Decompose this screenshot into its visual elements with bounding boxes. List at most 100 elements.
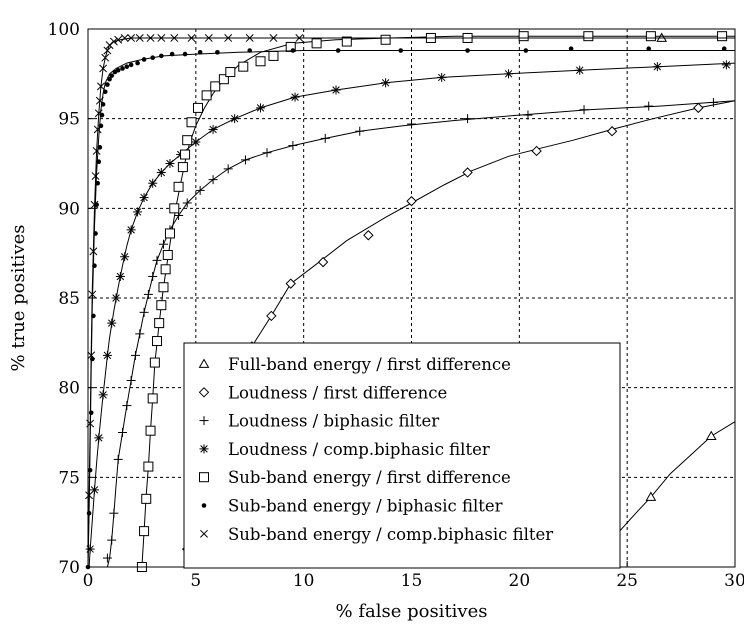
legend-marker-dot (201, 503, 207, 508)
data-point-diamond (693, 102, 704, 114)
data-point-square (518, 31, 529, 42)
data-point-dot (102, 89, 108, 95)
legend-label: Sub-band energy / first difference (228, 468, 511, 487)
data-point-x (295, 34, 304, 42)
data-point-plus (708, 98, 718, 108)
data-point-asterisk (721, 60, 731, 70)
series-group (85, 31, 736, 572)
data-point-dot (105, 82, 110, 87)
data-point-diamond (531, 145, 542, 157)
data-point-plus (107, 535, 117, 545)
data-point-x (89, 247, 98, 256)
data-point-x (94, 109, 103, 118)
x-tick-label: 5 (190, 571, 201, 591)
data-point-dot (247, 48, 253, 53)
data-point-dot (215, 50, 220, 55)
data-point-dot (568, 46, 574, 52)
data-point-square (583, 31, 594, 42)
data-point-plus (118, 428, 128, 437)
data-point-plus (122, 401, 132, 411)
data-point-square (158, 282, 169, 293)
data-point-plus (109, 508, 119, 518)
data-point-plus (355, 126, 365, 136)
data-point-square (173, 181, 184, 192)
legend-label: Full-band energy / first difference (228, 355, 511, 374)
legend-label: Sub-band energy / biphasic filter (228, 497, 503, 516)
data-point-square (154, 318, 165, 329)
x-tick-label: 30 (724, 571, 744, 591)
data-point-x (96, 82, 105, 91)
legend-label: Sub-band energy / comp.biphasic filter (228, 525, 553, 544)
data-point-x (245, 34, 254, 42)
data-point-asterisk (148, 178, 158, 188)
data-point-x (187, 34, 196, 42)
y-tick-label: 95 (58, 110, 80, 130)
data-point-asterisk (256, 103, 266, 113)
data-point-asterisk (208, 124, 218, 134)
data-point-plus (407, 119, 416, 129)
data-point-diamond (285, 278, 296, 289)
series-line-asterisk (88, 62, 736, 568)
data-point-plus (320, 133, 330, 143)
data-point-plus (579, 105, 589, 115)
legend-marker-square (199, 472, 209, 483)
data-point-plus (130, 350, 140, 360)
data-point-plus (523, 110, 533, 120)
data-point-square (268, 50, 279, 61)
data-point-diamond (606, 126, 618, 137)
data-point-square (210, 81, 221, 92)
data-point-x (103, 46, 112, 55)
data-point-dot (128, 62, 134, 68)
data-point-asterisk (156, 167, 166, 177)
data-point-plus (195, 185, 205, 195)
data-point-triangle (656, 32, 668, 42)
data-point-plus (463, 114, 473, 124)
legend-marker-asterisk (199, 444, 209, 454)
data-point-dot (120, 66, 125, 71)
legend-marker-diamond (198, 387, 210, 398)
data-point-square (143, 461, 154, 472)
y-tick-label: 90 (58, 199, 80, 219)
data-point-x (224, 34, 233, 42)
x-tick-label: 15 (401, 571, 423, 591)
data-point-asterisk (85, 544, 95, 554)
data-point-diamond (406, 195, 417, 207)
x-tick-label: 20 (509, 571, 531, 591)
legend-item: Sub-band energy / comp.biphasic filter (200, 525, 553, 544)
data-point-square (177, 162, 188, 173)
data-point-plus (182, 198, 192, 208)
data-point-square (164, 228, 175, 239)
data-point-dot (107, 76, 112, 82)
data-point-x (92, 146, 101, 155)
series-asterisk (85, 60, 736, 568)
data-point-asterisk (133, 207, 143, 217)
data-point-plus (644, 101, 654, 111)
legend-marker-triangle (198, 358, 210, 368)
data-point-dot (87, 467, 93, 473)
y-tick-label: 80 (58, 379, 80, 399)
data-point-dot (150, 55, 155, 60)
data-point-asterisk (98, 390, 108, 400)
data-point-dot (335, 48, 341, 53)
legend-item: Sub-band energy / first difference (199, 468, 511, 487)
data-point-asterisk (94, 433, 104, 443)
data-point-x (135, 34, 144, 42)
data-point-square (149, 357, 160, 368)
legend-label: Loudness / comp.biphasic filter (228, 440, 490, 459)
data-point-dot (523, 48, 529, 53)
y-tick-label: 70 (58, 558, 80, 578)
data-point-plus (113, 454, 123, 464)
data-point-plus (126, 375, 136, 385)
data-point-x (127, 34, 136, 42)
y-tick-label: 100 (48, 20, 80, 40)
legend-box (183, 342, 621, 569)
data-point-asterisk (126, 225, 136, 235)
data-point-x (105, 41, 114, 50)
data-point-x (93, 125, 102, 134)
data-point-square (156, 300, 167, 311)
data-point-x (99, 64, 108, 73)
data-point-x (120, 34, 129, 42)
data-point-square (311, 38, 322, 49)
data-point-asterisk (120, 252, 130, 262)
data-point-x (146, 34, 155, 42)
